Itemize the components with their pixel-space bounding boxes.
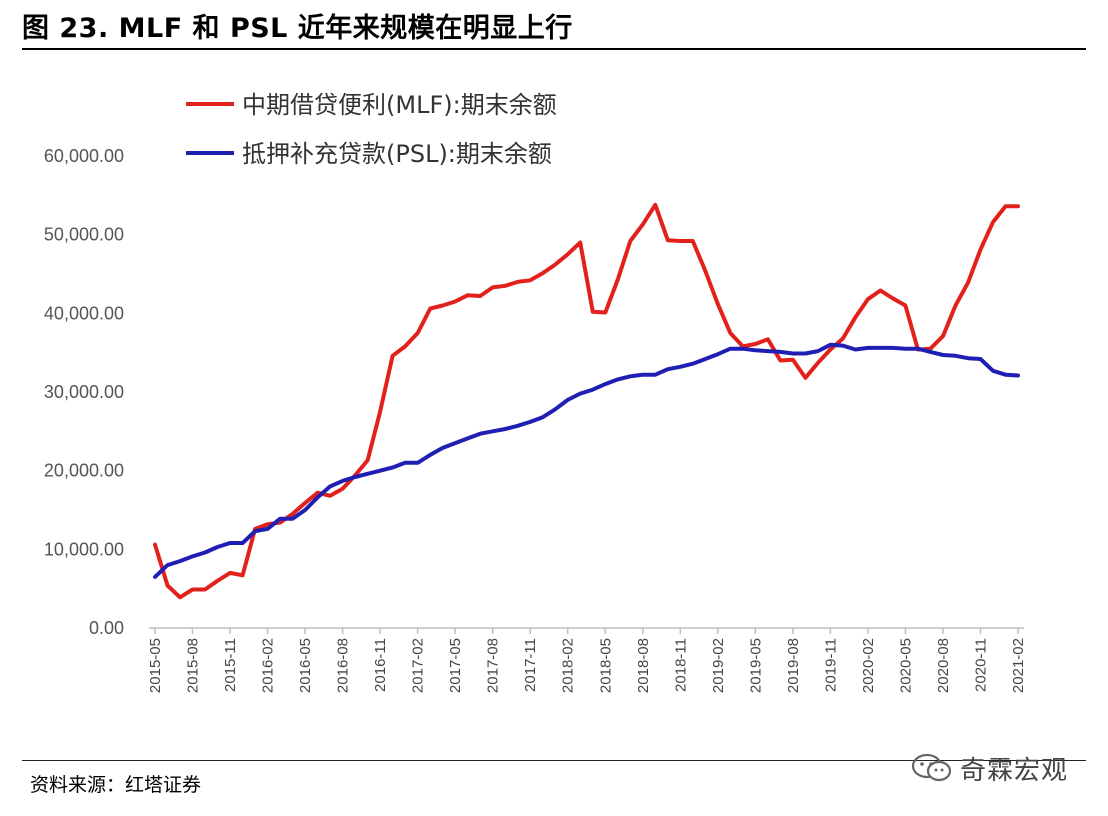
x-tick-label: 2015-08: [185, 638, 202, 693]
x-tick-label: 2016-02: [260, 638, 277, 693]
x-tick-label: 2020-11: [972, 638, 989, 692]
x-tick-label: 2018-08: [635, 638, 652, 693]
y-tick-label: 40,000.00: [44, 303, 124, 323]
x-tick-label: 2019-05: [747, 638, 764, 693]
y-tick-label: 30,000.00: [44, 382, 124, 402]
x-tick-label: 2015-11: [222, 638, 239, 692]
source-note: 资料来源：红塔证券: [30, 774, 202, 796]
y-tick-label: 0.00: [89, 618, 124, 638]
x-tick-label: 2019-02: [710, 638, 727, 693]
x-tick-label: 2019-11: [822, 638, 839, 692]
x-tick-label: 2017-11: [522, 638, 539, 692]
x-tick-label: 2018-05: [597, 638, 614, 693]
legend-label-mlf: 中期借贷便利(MLF):期末余额: [242, 91, 557, 119]
x-tick-label: 2017-08: [485, 638, 502, 693]
series-line-psl: [153, 342, 1020, 579]
legend-label-psl: 抵押补充贷款(PSL):期末余额: [242, 140, 552, 168]
plot-area: [153, 202, 1020, 600]
x-tick-label: 2018-02: [560, 638, 577, 693]
y-tick-label: 50,000.00: [44, 225, 124, 245]
x-tick-label: 2019-08: [785, 638, 802, 693]
footer-divider: [22, 760, 1086, 761]
x-tick-label: 2017-02: [410, 638, 427, 693]
x-tick-label: 2015-05: [147, 638, 164, 693]
x-tick-label: 2020-02: [860, 638, 877, 693]
y-axis: 0.00 10,000.00 20,000.00 30,000.00 40,000.00…: [44, 146, 124, 638]
x-tick-label: 2016-11: [372, 638, 389, 692]
x-tick-label: 2016-08: [335, 638, 352, 693]
x-axis: 2015-05 2015-08 2015-11 2016-02 2016-05 2016-…: [147, 628, 1027, 693]
x-tick-label: 2018-11: [672, 638, 689, 692]
wechat-logo-icon: [911, 753, 952, 782]
x-tick-label: 2017-05: [447, 638, 464, 693]
watermark-text: 奇霖宏观: [960, 755, 1069, 786]
x-tick-label: 2020-08: [935, 638, 952, 693]
watermark: 奇霖宏观: [910, 748, 1068, 788]
legend: 中期借贷便利(MLF):期末余额 抵押补充贷款(PSL):期末余额: [186, 91, 557, 168]
y-tick-label: 10,000.00: [44, 539, 124, 559]
figure-title: 图 23. MLF 和 PSL 近年来规模在明显上行: [22, 13, 573, 44]
y-tick-label: 60,000.00: [44, 146, 124, 166]
x-tick-label: 2020-05: [897, 638, 914, 693]
title-divider: [22, 48, 1086, 50]
line-chart: 中期借贷便利(MLF):期末余额 抵押补充贷款(PSL):期末余额 0.00 10…: [44, 91, 1027, 693]
series-line-mlf: [153, 202, 1020, 600]
x-tick-label: 2021-02: [1010, 638, 1027, 693]
y-tick-label: 20,000.00: [44, 461, 124, 481]
x-tick-label: 2016-05: [297, 638, 314, 693]
